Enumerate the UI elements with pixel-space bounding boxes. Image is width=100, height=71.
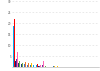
Bar bbox=[54, 66, 55, 67]
Bar bbox=[16, 59, 17, 67]
Bar bbox=[30, 65, 31, 67]
Bar bbox=[57, 66, 58, 67]
Bar bbox=[42, 64, 43, 67]
Bar bbox=[27, 65, 28, 67]
Bar bbox=[13, 26, 14, 67]
Bar bbox=[37, 64, 38, 67]
Bar bbox=[24, 64, 25, 67]
Bar bbox=[18, 63, 19, 67]
Bar bbox=[43, 61, 44, 67]
Bar bbox=[19, 62, 20, 67]
Bar bbox=[21, 64, 22, 67]
Bar bbox=[17, 52, 18, 67]
Bar bbox=[12, 34, 13, 67]
Bar bbox=[15, 61, 16, 67]
Bar bbox=[22, 63, 23, 67]
Bar bbox=[38, 66, 39, 67]
Bar bbox=[33, 66, 34, 67]
Bar bbox=[14, 8, 15, 67]
Bar bbox=[34, 65, 35, 67]
Bar bbox=[40, 65, 41, 67]
Bar bbox=[40, 65, 41, 67]
Bar bbox=[31, 63, 32, 67]
Bar bbox=[28, 62, 29, 67]
Bar bbox=[36, 65, 37, 67]
Bar bbox=[45, 66, 46, 67]
